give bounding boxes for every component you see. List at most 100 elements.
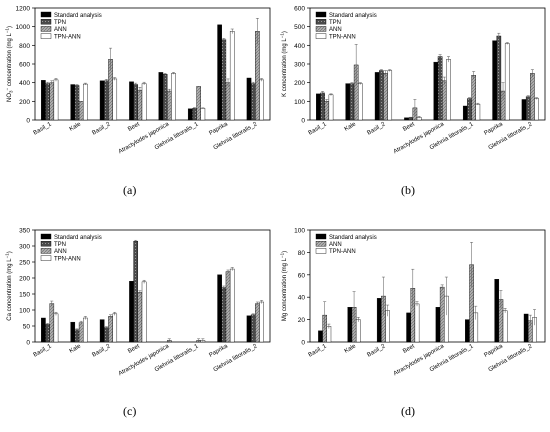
bar-standard-analysis-3 — [406, 312, 411, 343]
bar-tpn-6 — [221, 287, 227, 343]
plot-frame — [309, 229, 546, 343]
y-tick-label: 800 — [19, 43, 30, 50]
bar-standard-analysis-1 — [347, 307, 353, 343]
y-tick-label: 400 — [19, 80, 30, 87]
bar-tpn-3 — [133, 240, 139, 343]
x-tick-label: Beet — [402, 121, 416, 133]
bar-tpn-ann-6 — [229, 31, 235, 121]
y-tick-label: 300 — [294, 62, 305, 69]
x-tick-label: Atractylodes japonica — [118, 121, 171, 155]
bar-ann-2 — [383, 73, 388, 121]
bar-tpn-ann-2 — [112, 78, 118, 121]
legend-swatch — [40, 33, 52, 39]
chart-panel-3: 0 20 40 60 80 100 Mg concentration (mg L−1) Bas… — [280, 228, 546, 377]
bar-tpn-1 — [349, 83, 355, 121]
legend-swatch — [315, 11, 327, 18]
x-tick-label: Beet — [127, 343, 141, 355]
bar-tpn-ann-6 — [504, 43, 510, 121]
bar-standard-analysis-5 — [465, 319, 470, 343]
bar-tpn-6 — [221, 39, 227, 121]
legend-swatch — [315, 240, 327, 247]
bar-tpn-ann-3 — [414, 303, 420, 343]
bar-standard-analysis-1 — [70, 84, 76, 121]
x-tick-label: Basil_2 — [91, 343, 112, 358]
bar-tpn-1 — [74, 85, 80, 121]
bar-tpn-ann-4 — [446, 59, 451, 121]
x-tick-label: Basil_1 — [33, 121, 54, 136]
bar-standard-analysis-1 — [345, 83, 351, 121]
legend-label: TPN — [54, 242, 66, 248]
bar-ann-2 — [108, 316, 113, 343]
bar-standard-analysis-6 — [217, 274, 222, 343]
bar-tpn-ann-5 — [200, 108, 206, 121]
plot-frame — [309, 7, 546, 121]
x-tick-label: Atractylodes japonica — [393, 121, 446, 155]
y-tick-label: 500 — [294, 24, 305, 31]
legend-label: Standard analysis — [54, 235, 102, 241]
y-tick-label: 200 — [19, 99, 30, 106]
x-tick-label: Kale — [344, 121, 358, 133]
legend-swatch — [315, 233, 327, 240]
y-tick-label: 300 — [19, 244, 30, 251]
bar-tpn-ann-7 — [259, 79, 264, 121]
x-tick-label: Basil_1 — [33, 343, 54, 358]
bar-tpn-ann-0 — [326, 326, 332, 343]
bar-tpn-ann-3 — [141, 83, 147, 121]
bar-tpn-ann-1 — [83, 317, 88, 343]
bar-ann-3 — [137, 89, 143, 121]
bar-tpn-ann-0 — [328, 94, 334, 121]
bar-ann-3 — [137, 292, 143, 343]
bar-standard-analysis-5 — [462, 105, 468, 121]
y-tick-label: 80 — [298, 250, 306, 257]
bar-ann-0 — [49, 303, 55, 343]
legend-label: Standard analysis — [329, 235, 377, 241]
bar-ann-7 — [255, 31, 260, 121]
legend-label: TPN-ANN — [54, 34, 81, 40]
bar-tpn-ann-6 — [229, 268, 235, 343]
y-tick-label: 100 — [294, 99, 305, 106]
bar-tpn-2 — [104, 80, 109, 121]
bar-standard-analysis-6 — [492, 40, 497, 121]
bar-standard-analysis-7 — [246, 77, 252, 121]
bar-tpn-ann-1 — [83, 83, 88, 121]
x-tick-label: Atractylodes japonica — [393, 343, 446, 377]
y-axis-label: K concentration (mg L−1) — [280, 31, 289, 97]
bar-tpn-ann-0 — [53, 79, 59, 121]
y-tick-label: 600 — [19, 62, 30, 69]
legend-label: ANN — [329, 242, 342, 248]
bar-ann-6 — [225, 271, 231, 343]
bar-ann-1 — [78, 322, 84, 343]
legend-swatch — [40, 19, 52, 25]
bar-tpn-ann-6 — [502, 310, 508, 343]
bar-standard-analysis-3 — [129, 81, 134, 121]
bar-standard-analysis-7 — [523, 313, 529, 343]
bar-tpn-7 — [250, 314, 256, 343]
plot-frame — [34, 229, 271, 343]
y-tick-label: 400 — [294, 43, 305, 50]
x-tick-label: Atractylodes japonica — [118, 343, 171, 377]
legend-label: TPN — [54, 20, 66, 26]
chart-panel-2: 0 50 100 150 200 250 300 350 Ca concentration (m… — [5, 228, 271, 377]
y-tick-label: 1000 — [16, 24, 31, 31]
legend-swatch — [315, 33, 327, 39]
bar-tpn-ann-4 — [171, 73, 176, 121]
y-tick-label: 1200 — [16, 6, 31, 13]
bar-standard-analysis-4 — [435, 307, 441, 343]
y-tick-label: 100 — [294, 228, 305, 235]
x-tick-label: Basil_2 — [366, 121, 387, 136]
panel-label-d: (d) — [401, 404, 415, 418]
panel-label-b: (b) — [401, 183, 415, 197]
bar-tpn-5 — [467, 98, 472, 121]
legend-label: ANN — [329, 27, 342, 33]
bar-tpn-0 — [45, 324, 50, 343]
x-tick-label: Basil_1 — [308, 121, 329, 136]
x-tick-label: Kale — [344, 343, 358, 355]
bar-standard-analysis-4 — [158, 72, 164, 121]
y-tick-label: 0 — [301, 118, 305, 125]
legend-swatch — [315, 248, 327, 254]
bar-standard-analysis-2 — [99, 80, 105, 121]
bar-tpn-3 — [133, 84, 139, 121]
legend-label: ANN — [54, 249, 67, 255]
x-tick-label: Paprika — [208, 121, 229, 137]
bar-tpn-7 — [525, 96, 531, 121]
